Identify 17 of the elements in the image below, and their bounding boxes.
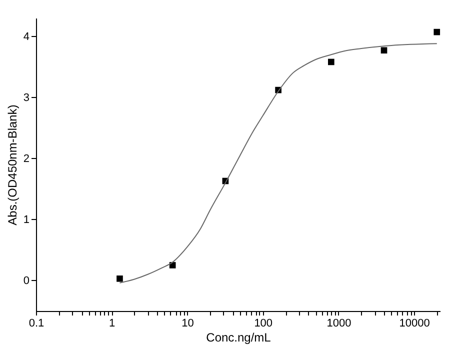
- point: [328, 58, 334, 66]
- x-tick-label: 100: [254, 318, 273, 330]
- x-tick-label: 10000: [399, 318, 430, 330]
- point: [380, 47, 388, 54]
- y-axis-title: Abs.(OD450nm-Blank): [5, 104, 20, 226]
- y-tick-label: 2: [23, 152, 30, 165]
- x-tick-label: 0.1: [28, 318, 44, 330]
- y-tick-label: 1: [23, 214, 30, 226]
- x-tick-label: 10: [182, 318, 194, 330]
- point: [434, 28, 440, 36]
- point: [116, 275, 123, 282]
- x-axis-title: Conc.ng/mL: [206, 330, 272, 344]
- y-tick-label: 4: [23, 30, 30, 43]
- y-tick-label: 3: [23, 92, 30, 104]
- x-tick-label: 1000: [326, 318, 352, 330]
- y-tick-label: 0: [23, 274, 30, 287]
- x-tick-label: 1: [109, 318, 116, 330]
